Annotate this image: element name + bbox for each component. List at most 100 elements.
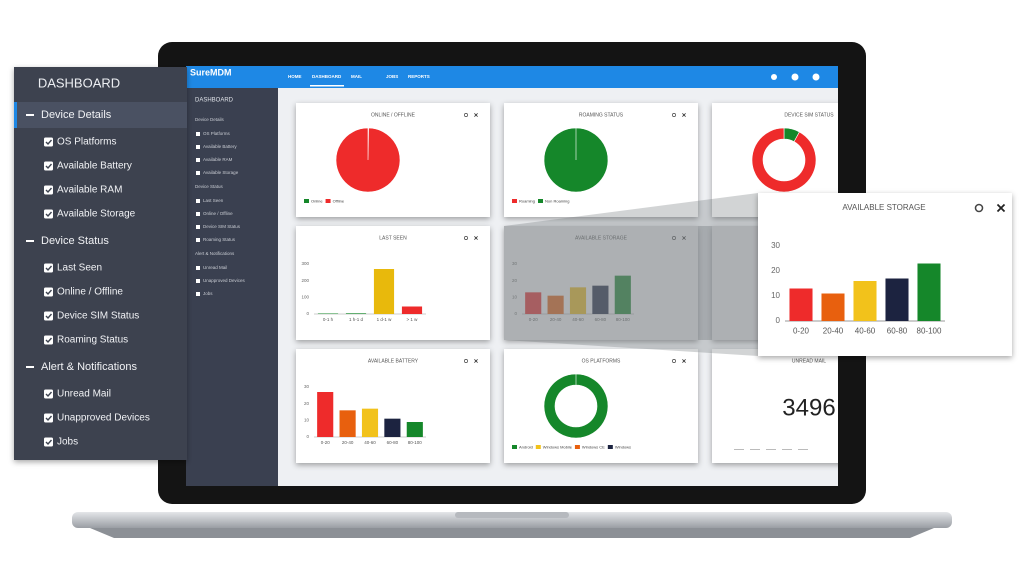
x-tick-label: 80-100	[616, 317, 631, 322]
checkmark	[45, 337, 53, 344]
app-sidebar-item[interactable]: OS Platforms	[203, 131, 231, 136]
checkbox[interactable]	[44, 437, 53, 447]
checkmark	[45, 415, 53, 422]
overlay-item[interactable]: Available Storage	[57, 209, 136, 220]
nav-item[interactable]: REPORTS	[408, 74, 430, 79]
checkbox[interactable]	[44, 263, 53, 273]
card-group: OS PLATFORMS Android Windows Mobile Windows…	[504, 349, 698, 463]
checkbox[interactable]	[44, 311, 53, 321]
y-tick-label: 20	[304, 401, 310, 406]
y-tick-label: 30	[771, 241, 780, 250]
y-tick-label: 10	[512, 295, 518, 300]
app-sidebar-section[interactable]: Device Status	[195, 184, 224, 189]
placeholder-line	[766, 449, 776, 450]
overlay-item[interactable]: Last Seen	[57, 263, 102, 274]
overlay-item[interactable]: Device SIM Status	[57, 311, 139, 322]
app-sidebar-item[interactable]: Roaming Status	[203, 237, 236, 242]
overlay-item[interactable]: Unread Mail	[57, 389, 111, 400]
bar	[317, 313, 339, 314]
refresh-icon[interactable]	[464, 113, 468, 117]
legend-swatch	[538, 199, 544, 203]
overlay-item[interactable]: Roaming Status	[57, 335, 128, 346]
legend-swatch	[325, 199, 331, 203]
app-sidebar-section[interactable]: Device Details	[195, 117, 225, 122]
collapse-icon[interactable]	[26, 240, 34, 242]
refresh-icon[interactable]	[464, 236, 468, 240]
overlay-item[interactable]: Online / Offline	[57, 287, 123, 298]
checkmark	[45, 313, 53, 320]
close-icon[interactable]	[996, 203, 1006, 213]
x-tick-label: 20-40	[823, 327, 844, 336]
close-icon[interactable]	[682, 359, 686, 363]
legend-label: Roaming	[519, 199, 535, 204]
refresh-icon[interactable]	[672, 236, 676, 240]
app-sidebar-item[interactable]: Online / Offline	[203, 211, 233, 216]
popup-title: AVAILABLE STORAGE	[842, 203, 925, 212]
nav-item[interactable]: DASHBOARD	[312, 74, 342, 79]
checkbox[interactable]	[44, 209, 53, 219]
overlay-section[interactable]: Device Details	[41, 109, 112, 121]
close-icon[interactable]	[890, 113, 893, 116]
checkmark	[45, 265, 53, 272]
settings-icon[interactable]	[812, 73, 820, 81]
overlay-item[interactable]: Jobs	[57, 437, 78, 448]
help-icon[interactable]	[791, 73, 799, 81]
refresh-icon[interactable]	[880, 113, 883, 116]
app-sidebar-section[interactable]: Alert & Notifications	[195, 251, 235, 256]
app-sidebar-item[interactable]: Jobs	[203, 291, 213, 296]
laptop-base	[72, 512, 952, 528]
nav-item[interactable]: HOME	[288, 74, 302, 79]
y-tick-label: 300	[301, 261, 309, 266]
close-icon[interactable]	[682, 236, 686, 240]
card-title: ONLINE / OFFLINE	[371, 112, 416, 118]
overlay-section[interactable]: Device Status	[41, 235, 109, 247]
checkbox[interactable]	[44, 389, 53, 399]
overlay-item[interactable]: Available Battery	[57, 161, 132, 172]
checkbox	[196, 238, 200, 242]
refresh-icon[interactable]	[672, 359, 676, 363]
checkbox[interactable]	[44, 137, 53, 147]
app-sidebar-item[interactable]: Unapproved Devices	[203, 278, 246, 283]
checkbox[interactable]	[44, 335, 53, 345]
app-sidebar-item[interactable]: Device SIM Status	[203, 224, 241, 229]
y-tick-label: 200	[301, 278, 309, 283]
checkbox[interactable]	[44, 185, 53, 195]
x-tick-label: 40-60	[855, 327, 876, 336]
checkbox[interactable]	[44, 413, 53, 423]
app-sidebar-item[interactable]: Available Storage	[203, 170, 239, 175]
close-icon[interactable]	[682, 113, 686, 117]
app-sidebar-item[interactable]: Available RAM	[203, 157, 233, 162]
checkbox[interactable]	[44, 287, 53, 297]
close-icon[interactable]	[474, 113, 478, 117]
x-tick-label: 80-100	[408, 440, 423, 445]
x-tick-label: 0-20	[321, 440, 331, 445]
close-icon[interactable]	[474, 359, 478, 363]
overlay-section[interactable]: Alert & Notifications	[41, 361, 137, 373]
checkbox[interactable]	[44, 161, 53, 171]
refresh-icon[interactable]	[464, 359, 468, 363]
app-sidebar-title: DASHBOARD	[195, 98, 234, 104]
bar	[917, 263, 941, 321]
checkbox	[196, 158, 200, 162]
nav-item[interactable]: MAIL	[351, 74, 362, 79]
card-title: AVAILABLE STORAGE	[575, 235, 628, 241]
app-sidebar-item[interactable]: Available Battery	[203, 144, 237, 149]
overlay-item[interactable]: Available RAM	[57, 185, 122, 196]
collapse-icon[interactable]	[26, 366, 34, 368]
phone-icon[interactable]	[771, 74, 777, 80]
card-group: ROAMING STATUS Roaming Non Roaming	[504, 103, 698, 217]
collapse-icon[interactable]	[26, 114, 34, 116]
overlay-item[interactable]: Unapproved Devices	[57, 413, 150, 424]
nav-item[interactable]: JOBS	[386, 74, 398, 79]
app-sidebar-item[interactable]: Last Seen	[203, 198, 224, 203]
bar	[614, 275, 631, 314]
app-sidebar-item[interactable]: Unread Mail	[203, 265, 227, 270]
card-title: UNREAD MAIL	[792, 358, 826, 364]
overlay-item[interactable]: OS Platforms	[57, 137, 116, 148]
bar	[401, 306, 423, 314]
checkbox	[196, 292, 200, 296]
overlay-title: DASHBOARD	[38, 75, 120, 90]
refresh-icon[interactable]	[672, 113, 676, 117]
close-icon[interactable]	[474, 236, 478, 240]
refresh-icon[interactable]	[974, 203, 984, 213]
